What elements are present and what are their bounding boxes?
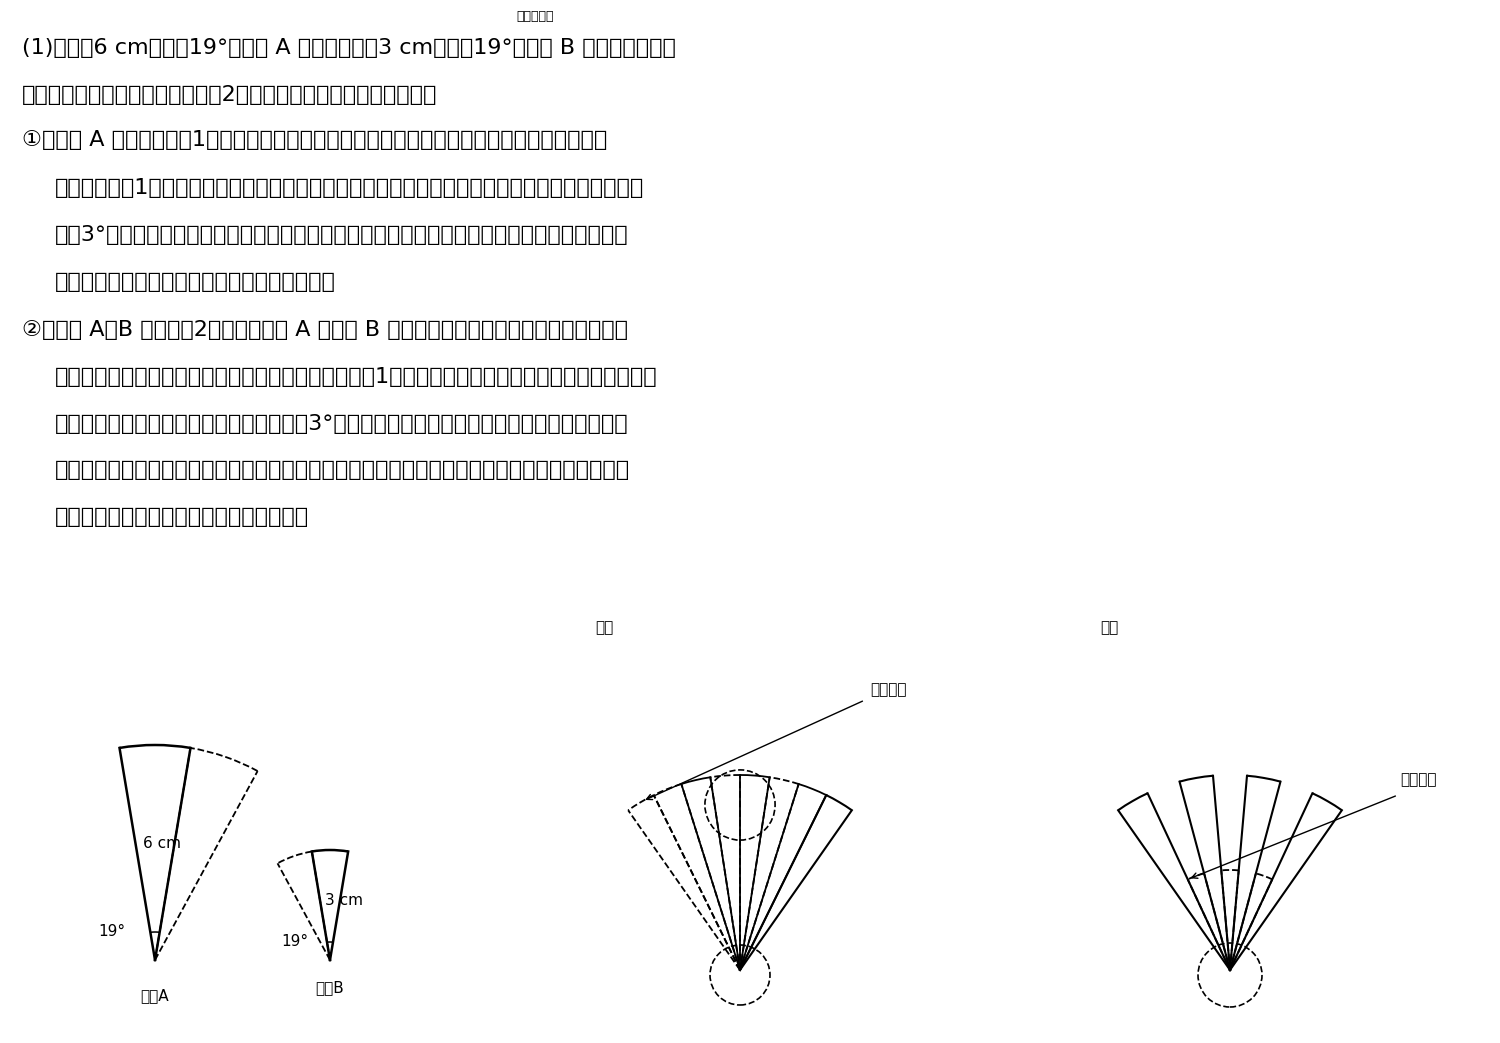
Text: ②　扇形 A，B の紙を囱2のように扇形 A と扇形 B が必ず交互になるように，平らにはり合: ② 扇形 A，B の紙を囱2のように扇形 A と扇形 B が必ず交互になるように…	[22, 320, 628, 340]
Text: 19°: 19°	[280, 935, 308, 949]
Text: (1)　半彤6 cm，中忇19°の扇形 A の紙と，半彤3 cm，中忇19°の扇形 B の紙がたくさん: (1) 半彤6 cm，中忇19°の扇形 A の紙と，半彤3 cm，中忇19°の扇…	[22, 38, 676, 58]
Text: 図２: 図２	[1100, 620, 1118, 635]
Text: 図１: 図１	[596, 620, 613, 635]
Text: おうぎがた: おうぎがた	[516, 10, 554, 23]
Text: あります。扇形の中忇角とは，　2本の半径がつくる角のことです。: あります。扇形の中忇角とは， 2本の半径がつくる角のことです。	[22, 84, 438, 105]
Text: 紙は，　1枚目の扇形の紙にはり合わせます。ただし，のりしろ部分の扇形の中忇角はどれも: 紙は， 1枚目の扇形の紙にはり合わせます。ただし，のりしろ部分の扇形の中忇角はど…	[56, 178, 645, 198]
Text: 6 cm: 6 cm	[144, 835, 182, 851]
Text: のりしろ部分の面積の合計を求めなさい。: のりしろ部分の面積の合計を求めなさい。	[56, 272, 336, 292]
Text: できた図形の周の長さを求めなさい。: できた図形の周の長さを求めなさい。	[56, 507, 309, 527]
Text: はありません。のりしろ部分の面積の合計がいちばん小さくなるようにはり合わせたとき，: はありません。のりしろ部分の面積の合計がいちばん小さくなるようにはり合わせたとき…	[56, 460, 630, 480]
Text: 19°: 19°	[98, 924, 124, 940]
Text: 3°以上です。のりしろ部分の面積の合計がいちばん小さくなるようにはり合わせたとき，: 3°以上です。のりしろ部分の面積の合計がいちばん小さくなるようにはり合わせたとき…	[56, 225, 628, 245]
Text: 扇形B: 扇形B	[315, 980, 345, 995]
Text: のりしろ部分の扇形の中忇角はどれも3°以上です。また，扇形の紙が３枚以上重なる部分: のりしろ部分の扇形の中忇角はどれも3°以上です。また，扇形の紙が３枚以上重なる部…	[56, 414, 628, 434]
Text: わせます。このとき，最後にはる扇形の紙は，　1枚目の扇形の紙にはり合わせます。ただし，: わせます。このとき，最後にはる扇形の紙は， 1枚目の扇形の紙にはり合わせます。た…	[56, 367, 657, 387]
Text: ①　扇形 A の紙だけを囱1のようにはり合わせて円を作ります。このとき，最後にはる扇形の: ① 扇形 A の紙だけを囱1のようにはり合わせて円を作ります。このとき，最後には…	[22, 130, 608, 150]
Text: 3 cm: 3 cm	[326, 893, 363, 907]
Text: のりしろ: のりしろ	[1400, 773, 1437, 787]
Text: のりしろ: のりしろ	[870, 682, 906, 698]
Text: 扇形A: 扇形A	[141, 988, 170, 1003]
